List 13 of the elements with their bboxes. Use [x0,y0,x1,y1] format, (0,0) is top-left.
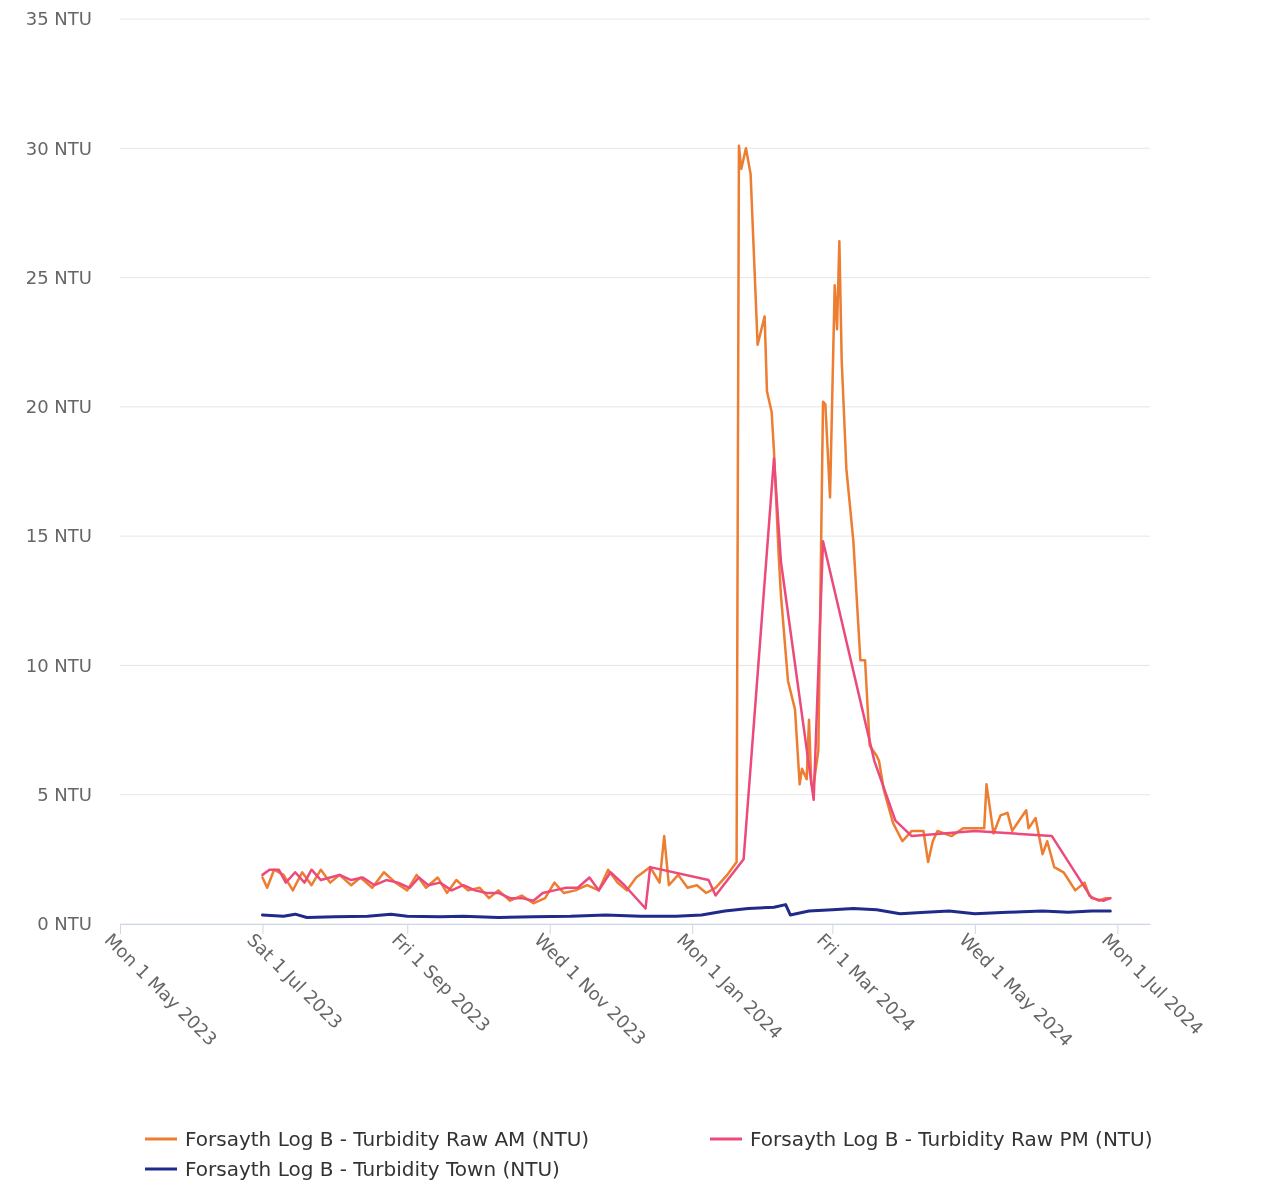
y-tick-label: 30 NTU [25,137,92,159]
legend-label: Forsayth Log B - Turbidity Raw AM (NTU) [185,1127,590,1151]
y-tick-label: 5 NTU [37,783,92,805]
y-tick-label: 0 NTU [37,913,92,935]
y-tick-label: 25 NTU [25,266,92,288]
legend-label: Forsayth Log B - Turbidity Raw PM (NTU) [750,1127,1153,1151]
y-tick-label: 35 NTU [25,8,92,30]
y-tick-label: 10 NTU [25,654,92,676]
legend-label: Forsayth Log B - Turbidity Town (NTU) [185,1157,560,1181]
y-tick-label: 15 NTU [25,525,92,547]
y-tick-label: 20 NTU [25,396,92,418]
line-series [261,457,1112,910]
line-series [260,903,1112,920]
